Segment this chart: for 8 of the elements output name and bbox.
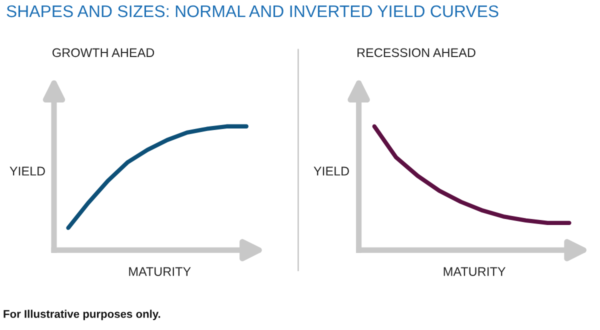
x-axis-title: MATURITY [129,267,191,276]
y-axis-title: YIELD [314,166,349,176]
text: For Illustrative purposes only. [4,310,160,320]
chart-title: SHAPES AND SIZES: NORMAL AND INVERTED YIELD CURVES [6,5,498,18]
chart-subtitle: GROWTH AHEAD [52,48,154,58]
x-axis-title: MATURITY [444,267,506,276]
chart-subtitle: RECESSION AHEAD [358,48,476,58]
y-axis-title: YIELD [10,166,45,176]
